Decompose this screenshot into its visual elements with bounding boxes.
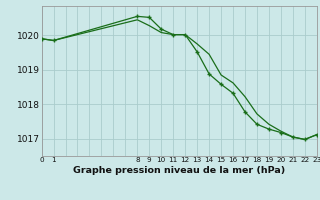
X-axis label: Graphe pression niveau de la mer (hPa): Graphe pression niveau de la mer (hPa)	[73, 166, 285, 175]
